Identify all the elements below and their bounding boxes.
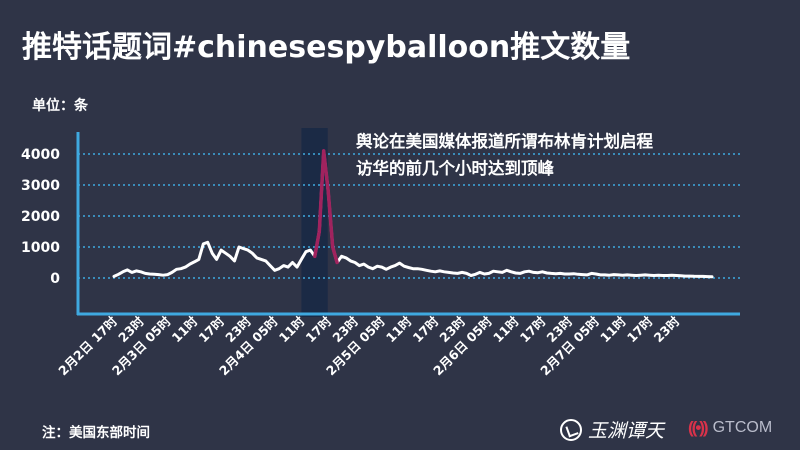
peak-annotation: 舆论在美国媒体报道所谓布林肯计划启程 访华的前几个小时达到顶峰 xyxy=(356,128,776,182)
x-tick-label: 11时 xyxy=(276,313,308,345)
annotation-line-2: 访华的前几个小时达到顶峰 xyxy=(356,159,554,178)
y-tick-label: 3000 xyxy=(21,178,60,194)
x-tick-label: 17时 xyxy=(195,313,227,345)
x-tick-label: 23时 xyxy=(651,313,683,345)
brand-circle-icon xyxy=(560,418,582,441)
page-title: 推特话题词#chinesespyballoon推文数量 xyxy=(22,30,631,65)
y-tick-label: 1000 xyxy=(21,240,60,256)
series-line xyxy=(112,149,714,279)
y-tick-label: 4000 xyxy=(21,147,60,163)
x-tick-label: 17时 xyxy=(624,313,656,345)
peak-series-line xyxy=(313,149,339,265)
gtcom-logo-text: GTCOM xyxy=(712,419,773,436)
signal-waves-icon: ((•)) xyxy=(688,418,709,437)
yuyuantantian-logo: 玉渊谭天 xyxy=(560,416,664,443)
x-tick-label: 17时 xyxy=(517,313,549,345)
gtcom-logo: ((•)) GTCOM xyxy=(688,418,772,438)
timezone-footnote: 注：美国东部时间 xyxy=(42,425,150,441)
y-tick-label: 0 xyxy=(50,271,60,287)
yuyuantantian-logo-text: 玉渊谭天 xyxy=(588,420,665,442)
annotation-line-1: 舆论在美国媒体报道所谓布林肯计划启程 xyxy=(356,132,653,151)
x-tick-label: 17时 xyxy=(303,313,335,345)
x-tick-label: 11时 xyxy=(597,313,629,345)
unit-label: 单位：条 xyxy=(32,98,88,114)
y-tick-label: 2000 xyxy=(21,209,60,225)
x-tick-label: 11时 xyxy=(490,313,522,345)
x-tick-label: 11时 xyxy=(383,313,415,345)
x-tick-label: 11时 xyxy=(169,313,201,345)
x-tick-label: 17时 xyxy=(410,313,442,345)
